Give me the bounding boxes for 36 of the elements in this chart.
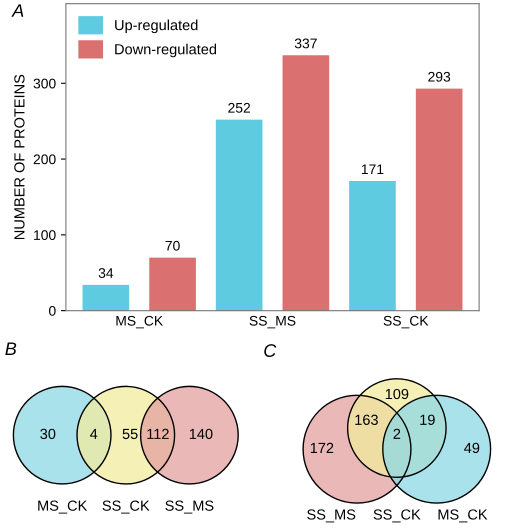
category-label: MS_CK	[438, 509, 488, 522]
y-axis-title: NUMBER OF PROTEINS	[14, 74, 25, 240]
text: 30	[40, 428, 56, 440]
category-label: SS_CK	[374, 509, 421, 522]
text: 2	[394, 428, 400, 439]
category-label: SS_MS	[307, 509, 356, 522]
x-tick-label: SS_MS	[250, 316, 296, 328]
text: 163	[355, 414, 378, 425]
x-tick-label: MS_CK	[116, 316, 163, 328]
data-label: 293	[428, 72, 450, 82]
category-label: SS_CK	[102, 500, 150, 514]
text: 19	[420, 414, 435, 425]
y-tick-label: 300	[34, 78, 56, 88]
data-label: 70	[166, 240, 180, 251]
text: 55	[122, 428, 138, 440]
text: B	[5, 342, 16, 355]
text: C	[264, 344, 276, 357]
category-label: SS_MS	[165, 500, 214, 514]
text: 172	[310, 442, 334, 453]
legend-label: Up-regulated	[115, 20, 198, 34]
text: 112	[147, 428, 169, 439]
category-label: MS_CK	[38, 500, 88, 514]
y-tick-label: 0	[49, 306, 56, 316]
text: 140	[190, 428, 212, 440]
text: 4	[90, 428, 98, 439]
chart-title: A	[11, 4, 24, 17]
y-tick-label: 200	[34, 154, 56, 164]
x-tick-label: SS_CK	[384, 316, 428, 328]
data-label: 34	[98, 268, 114, 278]
data-label: 252	[228, 102, 250, 113]
text: 109	[386, 388, 408, 400]
y-tick-label: 100	[34, 230, 56, 240]
data-label: 171	[362, 164, 384, 174]
text: 49	[464, 442, 480, 454]
data-label: 337	[294, 38, 317, 48]
legend-label: Down-regulated	[115, 44, 216, 58]
